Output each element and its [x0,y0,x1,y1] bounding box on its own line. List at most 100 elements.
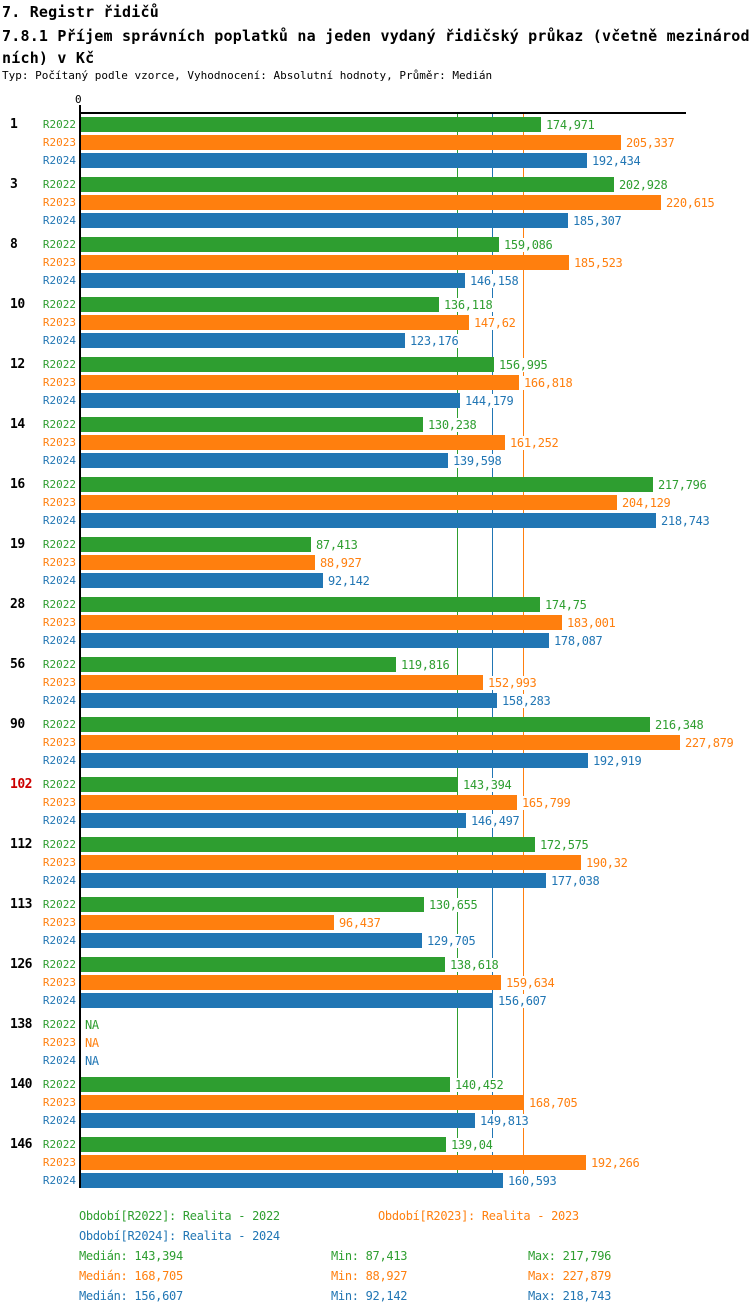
stat-median-r2023: Medián: 168,705 [79,1269,183,1283]
bar [81,633,549,648]
bar-row: R2024 192,434 [0,152,750,170]
bar-group-138: 138 R2022 NA R2023 NA R2024 NA [0,1016,750,1076]
series-label: R2024 [42,1114,76,1127]
bar-row: R2023 183,001 [0,614,750,632]
bar-group-140: 140 R2022 140,452 R2023 168,705 R2024 149,813 [0,1076,750,1136]
value-label: 130,238 [427,418,478,432]
series-label: R2023 [42,316,76,329]
group-label: 90 [10,717,25,732]
bar [81,357,494,372]
series-label: R2024 [42,574,76,587]
group-label: 14 [10,417,25,432]
value-label: 149,813 [479,1114,530,1128]
series-label: R2024 [42,1054,76,1067]
series-label: R2023 [42,796,76,809]
value-label: 217,796 [657,478,708,492]
value-label: 123,176 [409,334,460,348]
bar-row: R2024 146,158 [0,272,750,290]
bar-row: R2023 165,799 [0,794,750,812]
bar-row: R2024 218,743 [0,512,750,530]
bar [81,237,499,252]
bar-row: R2023 190,32 [0,854,750,872]
bar [81,135,621,150]
legend-r2024: Období[R2024]: Realita - 2024 [79,1229,280,1243]
bar-group-8: 8 R2022 159,086 R2023 185,523 R2024 146,158 [0,236,750,296]
bar [81,777,458,792]
value-label: 227,879 [684,736,735,750]
series-label: R2023 [42,1036,76,1049]
series-label: R2023 [42,1156,76,1169]
bar [81,273,465,288]
value-label: 143,394 [462,778,513,792]
bar [81,1155,586,1170]
series-label: R2023 [42,556,76,569]
value-label: 92,142 [327,574,371,588]
value-label: 158,283 [501,694,552,708]
value-label: 96,437 [338,916,382,930]
bar-row: R2023 88,927 [0,554,750,572]
value-label: 192,266 [590,1156,641,1170]
series-label: R2022 [42,718,76,731]
bar-row: 10 R2022 136,118 [0,296,750,314]
bar-row: R2023 168,705 [0,1094,750,1112]
bar [81,855,581,870]
stat-min-r2023: Min: 88,927 [331,1269,408,1283]
group-label: 16 [10,477,25,492]
series-label: R2022 [42,418,76,431]
bar-group-28: 28 R2022 174,75 R2023 183,001 R2024 178,087 [0,596,750,656]
bar [81,693,497,708]
bar [81,933,422,948]
series-label: R2022 [42,1018,76,1031]
group-label: 112 [10,837,32,852]
series-label: R2022 [42,958,76,971]
group-label: 10 [10,297,25,312]
series-label: R2022 [42,898,76,911]
value-label: 178,087 [553,634,604,648]
series-label: R2023 [42,916,76,929]
value-label: 156,995 [498,358,549,372]
series-label: R2023 [42,376,76,389]
value-label: 147,62 [473,316,517,330]
series-label: R2023 [42,436,76,449]
bar-row: R2023 205,337 [0,134,750,152]
series-label: R2023 [42,1096,76,1109]
bar [81,315,469,330]
bar [81,993,493,1008]
series-label: R2023 [42,616,76,629]
series-label: R2023 [42,736,76,749]
series-label: R2024 [42,994,76,1007]
bar-row: R2024 146,497 [0,812,750,830]
bar-row: R2024 NA [0,1052,750,1070]
bar-row: R2024 139,598 [0,452,750,470]
bar-row: 16 R2022 217,796 [0,476,750,494]
bar-group-16: 16 R2022 217,796 R2023 204,129 R2024 218,743 [0,476,750,536]
group-label: 146 [10,1137,32,1152]
stat-max-r2023: Max: 227,879 [528,1269,612,1283]
value-label: 156,607 [497,994,548,1008]
series-label: R2024 [42,274,76,287]
value-label: NA [85,1036,99,1050]
series-label: R2023 [42,196,76,209]
bar [81,435,505,450]
bar-row: R2023 147,62 [0,314,750,332]
series-label: R2024 [42,154,76,167]
bar-row: R2024 177,038 [0,872,750,890]
stat-median-r2024: Medián: 156,607 [79,1289,183,1303]
bar-row: R2023 96,437 [0,914,750,932]
bar [81,495,617,510]
legend-r2022: Období[R2022]: Realita - 2022 [79,1209,280,1223]
value-label: 192,919 [592,754,643,768]
bar [81,375,519,390]
bar-group-10: 10 R2022 136,118 R2023 147,62 R2024 123,176 [0,296,750,356]
series-label: R2022 [42,598,76,611]
bar [81,675,483,690]
legend-r2023: Období[R2023]: Realita - 2023 [378,1209,579,1223]
bar-chart: 1 R2022 174,971 R2023 205,337 R2024 192,434 3 R2… [0,116,750,1196]
value-label: 174,971 [545,118,596,132]
bar-row: R2024 185,307 [0,212,750,230]
series-label: R2023 [42,676,76,689]
value-label: 190,32 [585,856,629,870]
bar [81,573,323,588]
bar-row: R2024 156,607 [0,992,750,1010]
